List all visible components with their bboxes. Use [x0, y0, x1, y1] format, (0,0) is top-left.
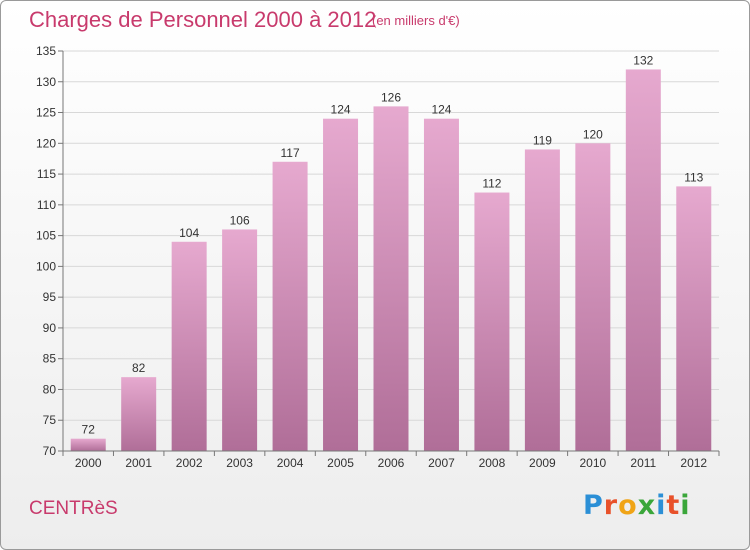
place-name: CENTRèS — [29, 498, 118, 519]
bar-2004 — [272, 161, 308, 451]
x-tick-label-2009: 2009 — [529, 456, 556, 470]
bar-2007 — [423, 118, 459, 451]
x-tick-label-2001: 2001 — [125, 456, 152, 470]
chart-title: Charges de Personnel 2000 à 2012 — [29, 7, 377, 32]
y-tick-label: 85 — [43, 352, 57, 366]
x-tick-label-2006: 2006 — [378, 456, 405, 470]
value-label-2005: 124 — [331, 103, 351, 117]
y-tick-label: 125 — [36, 106, 56, 120]
bar-2011 — [625, 69, 661, 451]
x-tick-label-2007: 2007 — [428, 456, 455, 470]
bar-2008 — [474, 192, 510, 452]
x-tick-label-2004: 2004 — [277, 456, 304, 470]
x-tick-label-2002: 2002 — [176, 456, 203, 470]
value-label-2000: 72 — [82, 423, 96, 437]
x-tick-label-2003: 2003 — [226, 456, 253, 470]
y-tick-label: 115 — [37, 167, 56, 181]
y-tick-label: 100 — [36, 259, 56, 273]
value-label-2008: 112 — [482, 177, 501, 191]
value-label-2007: 124 — [431, 103, 451, 117]
y-tick-label: 75 — [43, 413, 57, 427]
axes — [58, 50, 720, 456]
x-tick-label-2011: 2011 — [630, 456, 656, 470]
y-tick-label: 95 — [43, 290, 57, 304]
bar-2009 — [524, 149, 560, 451]
value-label-2012: 113 — [684, 170, 703, 184]
value-label-2011: 132 — [633, 53, 653, 67]
value-label-2010: 120 — [583, 127, 603, 141]
chart-subtitle: (en milliers d'€) — [372, 13, 460, 28]
proxiti-logo[interactable]: Proxiti — [583, 490, 691, 521]
y-tick-label: 130 — [36, 75, 56, 89]
x-tick-label-2008: 2008 — [479, 456, 506, 470]
y-tick-label: 105 — [36, 229, 56, 243]
y-tick-label: 110 — [37, 198, 56, 212]
y-tick-label: 70 — [43, 444, 57, 458]
x-tick-label-2005: 2005 — [327, 456, 354, 470]
bar-2006 — [373, 106, 409, 451]
labels: 70 75 80 85 90 95 100 105 110 115 120 125 130 135 72 20… — [36, 44, 707, 470]
bars — [70, 69, 712, 452]
x-tick-label-2010: 2010 — [579, 456, 606, 470]
value-label-2006: 126 — [381, 90, 401, 104]
bar-2005 — [323, 118, 359, 451]
value-label-2002: 104 — [179, 226, 199, 240]
y-tick-label: 120 — [36, 136, 56, 150]
bar-2003 — [222, 229, 258, 451]
value-label-2004: 117 — [281, 146, 300, 160]
bar-2001 — [121, 377, 157, 451]
value-label-2001: 82 — [132, 361, 146, 375]
y-tick-label: 90 — [43, 321, 57, 335]
x-tick-label-2000: 2000 — [75, 456, 102, 470]
x-tick-label-2012: 2012 — [680, 456, 707, 470]
bar-2010 — [575, 143, 611, 452]
bar-2002 — [171, 241, 207, 451]
bar-2012 — [676, 186, 712, 451]
y-tick-label: 80 — [43, 382, 57, 396]
y-tick-label: 135 — [36, 44, 56, 58]
bar-2000 — [70, 438, 106, 451]
value-label-2009: 119 — [533, 133, 552, 147]
value-label-2003: 106 — [230, 213, 250, 227]
